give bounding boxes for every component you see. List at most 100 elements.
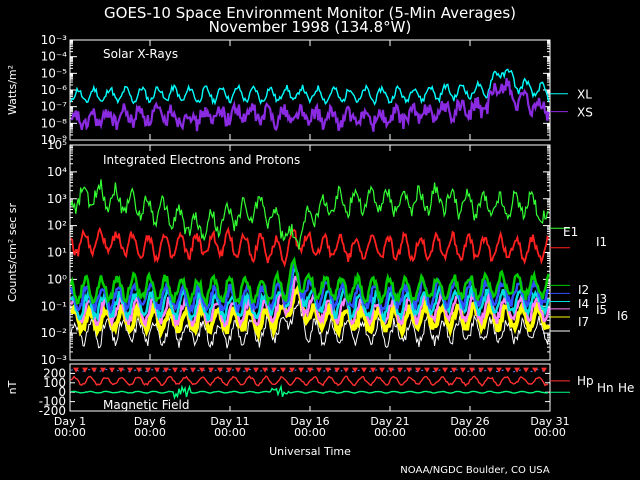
xray-panel-title: Solar X-Rays (103, 47, 178, 61)
hn-marker (532, 367, 538, 373)
hn-marker (514, 367, 520, 373)
legend-label-XS: XS (577, 106, 593, 120)
hn-marker (523, 367, 529, 373)
hn-marker (316, 367, 322, 373)
legend-label-XL: XL (577, 88, 592, 102)
hn-marker (154, 367, 160, 373)
y-tick-label: 200 (43, 366, 66, 380)
y-tick-label: 10² (47, 219, 67, 233)
hn-marker (91, 367, 97, 373)
x-tick-label-time: 00:00 (54, 426, 86, 439)
particle-series-I1 (70, 226, 550, 268)
hn-marker (541, 367, 547, 373)
hn-marker (100, 367, 106, 373)
hn-marker (280, 367, 286, 373)
magnetic-series-Hn (70, 368, 549, 373)
y-tick-label: 10⁻¹ (41, 299, 68, 313)
x-tick-label-day: Day 16 (290, 415, 329, 428)
legend-label-He: He (618, 381, 634, 395)
magnetic-series-He (70, 384, 549, 400)
hn-marker (496, 367, 502, 373)
particle-series-I6 (70, 283, 551, 342)
y-axis-label: Watts/m² (6, 65, 19, 115)
hn-marker (361, 367, 367, 373)
y-tick-label: 10⁰ (47, 272, 67, 286)
x-tick-label-time: 00:00 (294, 426, 326, 439)
hn-marker (406, 367, 412, 373)
x-tick-label-day: Day 6 (134, 415, 166, 428)
hn-marker (82, 367, 88, 373)
x-tick-label-time: 00:00 (454, 426, 486, 439)
y-tick-label: 0 (58, 385, 66, 399)
hn-marker (343, 367, 349, 373)
particle-series-I3 (69, 259, 550, 315)
hn-marker (334, 367, 340, 373)
legend-label-I5: I5 (596, 303, 607, 317)
y-tick-label: 10⁻⁵ (41, 66, 68, 80)
hn-marker (487, 367, 493, 373)
hn-marker (298, 367, 304, 373)
hn-marker (469, 367, 475, 373)
hn-marker (388, 367, 394, 373)
x-tick-label-day: Day 26 (450, 415, 489, 428)
x-axis-label: Universal Time (269, 445, 351, 458)
hn-marker (118, 367, 124, 373)
chart-title-line2: November 1998 (134.8°W) (209, 18, 412, 36)
y-tick-label: 10⁻⁸ (41, 116, 68, 130)
y-tick-label: 10⁻⁶ (41, 83, 68, 97)
y-axis-label: nT (6, 380, 19, 394)
particle-series-I7 (70, 300, 550, 349)
y-tick-label: 10⁴ (47, 165, 67, 179)
particles-panel-title: Integrated Electrons and Protons (103, 153, 300, 167)
hn-marker (127, 367, 133, 373)
xray-series-XL (70, 68, 550, 106)
legend-label-Hn: Hn (597, 381, 614, 395)
xray-panel: 10⁻⁹ 10⁻⁸ 10⁻⁷ 10⁻⁶ 10⁻⁵ 10⁻⁴ 10⁻³ Watts/m² Sola… (6, 33, 593, 147)
legend-label-I7: I7 (578, 315, 589, 329)
particle-series-E1 (70, 179, 549, 250)
y-tick-label: 10⁻⁷ (41, 100, 68, 114)
hn-marker (352, 367, 358, 373)
y-tick-label: 100 (43, 376, 66, 390)
hn-marker (190, 367, 196, 373)
magnetic-series-Hp (70, 375, 549, 387)
chart-title-line1: GOES-10 Space Environment Monitor (5-Min… (104, 4, 516, 22)
hn-marker (181, 367, 187, 373)
y-tick-label: 10³ (47, 192, 67, 206)
hn-marker (433, 367, 439, 373)
hn-marker (505, 367, 511, 373)
particles-panel: 10⁻³ 10⁻² 10⁻¹ 10⁰ 10¹ 10² 10³ 10⁴ 10⁵ Counts/cm²… (6, 138, 628, 367)
legend-label-I1: I1 (596, 235, 607, 249)
hn-marker (370, 367, 376, 373)
legend-label-I6: I6 (617, 309, 628, 323)
hn-marker (73, 367, 79, 373)
y-tick-label: 10⁻³ (41, 353, 68, 367)
credit-text: NOAA/NGDC Boulder, CO USA (400, 465, 550, 476)
x-tick-label-time: 00:00 (214, 426, 246, 439)
particle-series-I4 (69, 267, 550, 325)
hn-marker (289, 367, 295, 373)
legend-label-I3: I3 (596, 292, 607, 306)
hn-marker (199, 367, 205, 373)
hn-marker (163, 367, 169, 373)
hn-marker (172, 367, 178, 373)
y-tick-label: 10⁻⁴ (41, 50, 68, 64)
legend-label-E1: E1 (563, 225, 578, 239)
y-tick-label: -200 (39, 404, 66, 418)
particle-series-I5 (70, 275, 550, 329)
hn-marker (208, 367, 214, 373)
y-axis-label: Counts/cm² sec sr (6, 202, 19, 302)
hn-marker (271, 367, 277, 373)
hn-marker (442, 367, 448, 373)
hn-marker (136, 367, 142, 373)
hn-marker (262, 367, 268, 373)
y-tick-label: -100 (39, 395, 66, 409)
x-tick-label-day: Day 21 (370, 415, 409, 428)
y-tick-label: 10⁵ (47, 138, 67, 152)
hn-marker (379, 367, 385, 373)
hn-marker (424, 367, 430, 373)
hn-marker (325, 367, 331, 373)
